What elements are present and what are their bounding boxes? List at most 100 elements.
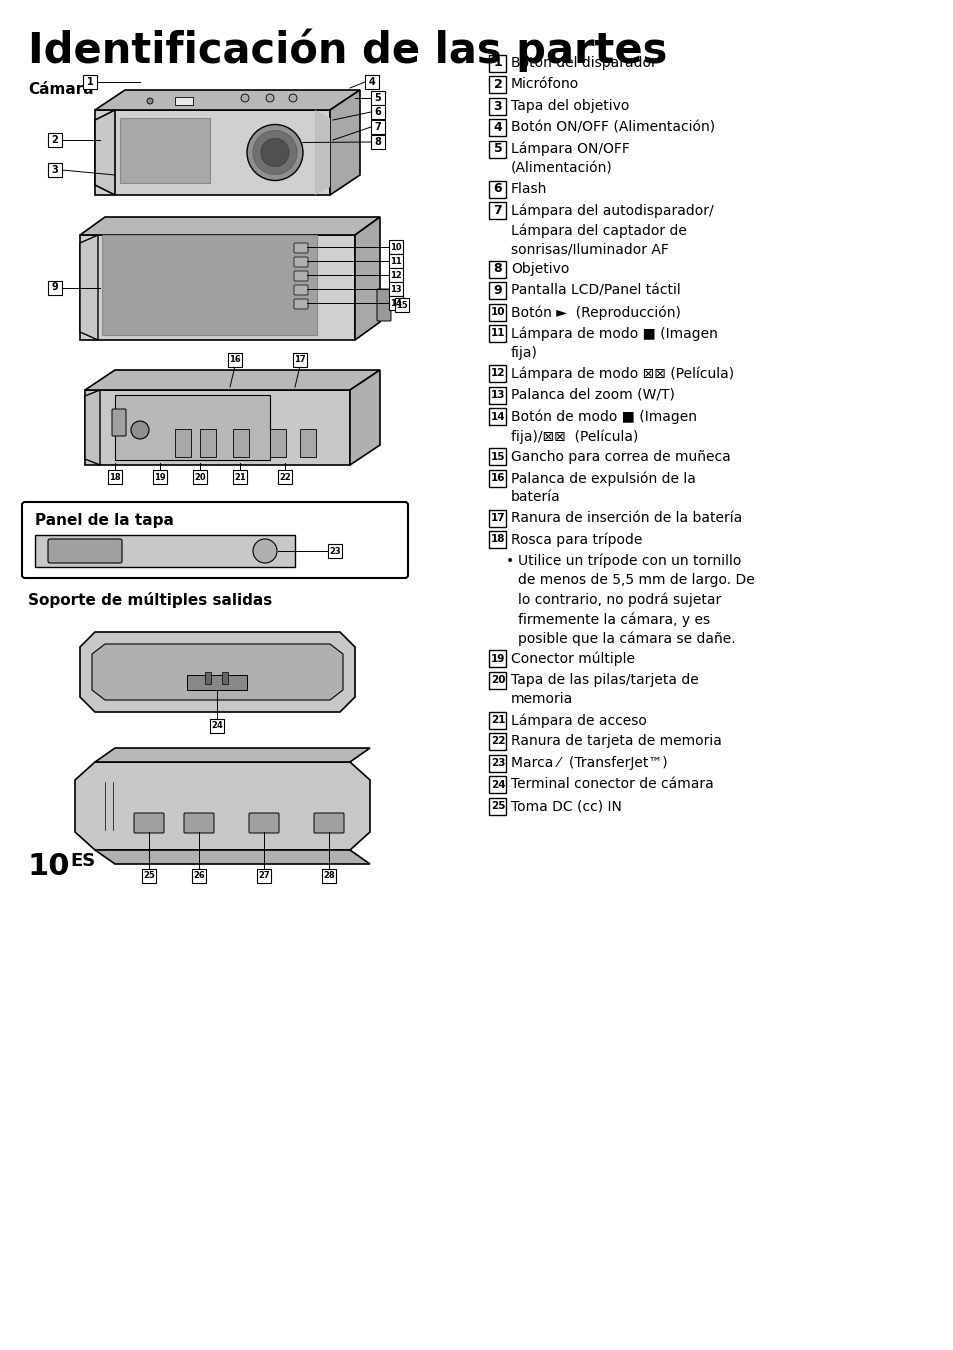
Text: 18: 18 [109, 472, 121, 482]
Polygon shape [85, 370, 379, 390]
Text: Toma DC (cc) IN: Toma DC (cc) IN [511, 799, 621, 813]
Text: 12: 12 [390, 270, 401, 279]
FancyBboxPatch shape [489, 181, 506, 197]
Text: ES: ES [70, 852, 95, 869]
Text: Cámara: Cámara [28, 82, 93, 97]
FancyBboxPatch shape [489, 325, 506, 342]
FancyBboxPatch shape [389, 254, 402, 269]
Text: 1: 1 [493, 57, 502, 69]
Text: Utilice un trípode con un tornillo
de menos de 5,5 mm de largo. De
lo contrario,: Utilice un trípode con un tornillo de me… [517, 554, 754, 647]
Text: Terminal conector de cámara: Terminal conector de cámara [511, 778, 713, 791]
Circle shape [247, 124, 303, 181]
FancyBboxPatch shape [210, 720, 224, 733]
Polygon shape [85, 390, 100, 464]
Text: Ranura de tarjeta de memoria: Ranura de tarjeta de memoria [511, 734, 721, 748]
Text: 14: 14 [390, 298, 401, 308]
Text: 2: 2 [493, 78, 502, 90]
FancyBboxPatch shape [222, 672, 228, 684]
Text: 10: 10 [490, 306, 505, 317]
FancyBboxPatch shape [174, 429, 191, 458]
FancyBboxPatch shape [489, 97, 506, 115]
Polygon shape [355, 217, 379, 340]
Circle shape [289, 95, 296, 103]
FancyBboxPatch shape [489, 364, 506, 382]
Text: 6: 6 [493, 182, 502, 196]
FancyBboxPatch shape [489, 798, 506, 814]
FancyBboxPatch shape [35, 535, 294, 567]
Text: Marca ⁄  (TransferJet™): Marca ⁄ (TransferJet™) [511, 756, 667, 770]
FancyBboxPatch shape [322, 869, 335, 883]
Text: 25: 25 [143, 872, 154, 880]
Polygon shape [85, 390, 350, 464]
Text: 4: 4 [493, 122, 502, 134]
Text: 16: 16 [229, 355, 240, 364]
FancyBboxPatch shape [294, 285, 308, 296]
Text: Tapa del objetivo: Tapa del objetivo [511, 99, 629, 113]
Text: 15: 15 [395, 301, 408, 309]
Circle shape [241, 95, 249, 103]
Text: 11: 11 [390, 256, 401, 266]
Polygon shape [95, 748, 370, 761]
FancyBboxPatch shape [200, 429, 215, 458]
Circle shape [147, 99, 152, 104]
Polygon shape [95, 109, 115, 194]
Polygon shape [314, 109, 330, 194]
Text: 10: 10 [28, 852, 71, 882]
FancyBboxPatch shape [389, 296, 402, 310]
FancyBboxPatch shape [193, 470, 207, 485]
FancyBboxPatch shape [389, 240, 402, 254]
Text: 23: 23 [329, 547, 340, 555]
Text: 17: 17 [294, 355, 306, 364]
FancyBboxPatch shape [187, 675, 247, 690]
FancyBboxPatch shape [371, 105, 385, 119]
Text: 3: 3 [493, 100, 502, 112]
Text: 28: 28 [323, 872, 335, 880]
FancyBboxPatch shape [133, 813, 164, 833]
FancyBboxPatch shape [270, 429, 286, 458]
FancyBboxPatch shape [48, 134, 62, 147]
FancyBboxPatch shape [489, 202, 506, 219]
FancyBboxPatch shape [48, 539, 122, 563]
Polygon shape [80, 235, 355, 340]
Text: Tapa de las pilas/tarjeta de
memoria: Tapa de las pilas/tarjeta de memoria [511, 674, 698, 706]
FancyBboxPatch shape [83, 76, 97, 89]
Text: 22: 22 [490, 737, 505, 747]
FancyBboxPatch shape [489, 776, 506, 792]
Circle shape [266, 95, 274, 103]
Polygon shape [80, 235, 98, 340]
Text: 20: 20 [490, 675, 505, 684]
FancyBboxPatch shape [376, 289, 391, 321]
Text: 2: 2 [51, 135, 58, 144]
Text: 5: 5 [375, 93, 381, 103]
FancyBboxPatch shape [489, 54, 506, 72]
Text: 4: 4 [368, 77, 375, 86]
Text: Botón ON/OFF (Alimentación): Botón ON/OFF (Alimentación) [511, 120, 715, 135]
Polygon shape [330, 90, 359, 194]
FancyBboxPatch shape [112, 409, 126, 436]
FancyBboxPatch shape [233, 470, 247, 485]
Text: 27: 27 [258, 872, 270, 880]
Text: Lámpara de acceso: Lámpara de acceso [511, 713, 646, 728]
Text: Lámpara ON/OFF
(Alimentación): Lámpara ON/OFF (Alimentación) [511, 142, 629, 176]
Text: 21: 21 [490, 716, 505, 725]
FancyBboxPatch shape [489, 649, 506, 667]
Text: 19: 19 [490, 653, 505, 663]
Polygon shape [95, 90, 359, 109]
Polygon shape [350, 370, 379, 464]
Text: Objetivo: Objetivo [511, 262, 569, 275]
FancyBboxPatch shape [489, 509, 506, 526]
Text: 20: 20 [194, 472, 206, 482]
Text: Palanca de expulsión de la
batería: Palanca de expulsión de la batería [511, 471, 695, 505]
Text: 7: 7 [493, 204, 502, 217]
Text: Pantalla LCD/Panel táctil: Pantalla LCD/Panel táctil [511, 284, 680, 297]
Circle shape [261, 139, 289, 166]
Text: Lámpara del autodisparador/
Lámpara del captador de
sonrisas/Iluminador AF: Lámpara del autodisparador/ Lámpara del … [511, 204, 713, 256]
FancyBboxPatch shape [489, 733, 506, 751]
Text: Palanca del zoom (W/T): Palanca del zoom (W/T) [511, 387, 674, 402]
Text: Flash: Flash [511, 182, 547, 196]
FancyBboxPatch shape [108, 470, 122, 485]
Text: Botón de modo ■ (Imagen
fija)/⊠⊠  (Película): Botón de modo ■ (Imagen fija)/⊠⊠ (Pelícu… [511, 409, 697, 444]
Text: 11: 11 [490, 328, 505, 339]
Polygon shape [91, 644, 343, 701]
FancyBboxPatch shape [299, 429, 315, 458]
